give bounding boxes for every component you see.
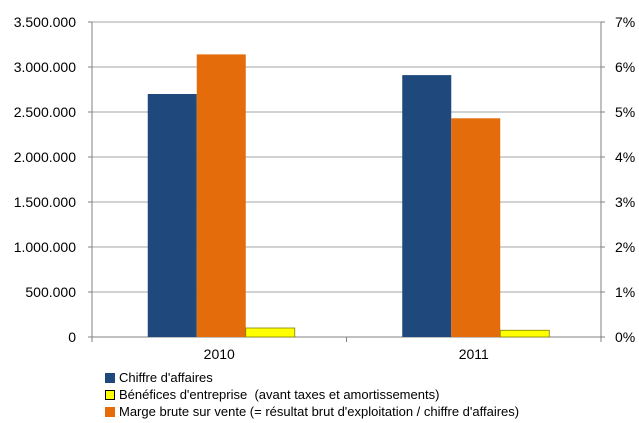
y-right-tick-label: 4% — [615, 149, 635, 165]
x-tick-label: 2010 — [204, 346, 235, 362]
y-right-tick-label: 5% — [615, 104, 635, 120]
bars — [147, 54, 550, 338]
bar-chiffre-affaires-2010 — [147, 94, 197, 337]
legend-swatch — [105, 372, 115, 383]
legend: Chiffre d'affaires Bénéfices d'entreprise… — [105, 369, 519, 420]
x-tick-label: 2011 — [459, 346, 489, 362]
y-left-tick-label: 3.000.000 — [14, 59, 76, 75]
y-right-tick-label: 7% — [615, 14, 635, 30]
y-left-tick-label: 3.500.000 — [14, 14, 76, 30]
y-left-tick-label: 500.000 — [25, 284, 76, 300]
y-right-tick-label: 6% — [615, 59, 635, 75]
y-right-tick-label: 1% — [615, 284, 635, 300]
legend-label: Bénéfices d'entreprise (avant taxes et a… — [119, 387, 440, 402]
tick-labels: 0 500.000 1.000.000 1.500.000 2.000.000 2.500… — [14, 14, 636, 362]
bar-marge-brute-2011 — [451, 118, 501, 337]
legend-swatch — [105, 389, 115, 400]
y-left-tick-label: 1.500.000 — [14, 194, 76, 210]
bar-benefices-2011 — [499, 329, 550, 338]
legend-item: Bénéfices d'entreprise (avant taxes et a… — [105, 386, 519, 403]
y-left-tick-label: 2.000.000 — [14, 149, 76, 165]
legend-label: Marge brute sur vente (= résultat brut d… — [119, 404, 520, 419]
bar-chiffre-affaires-2011 — [402, 75, 452, 337]
y-right-tick-label: 2% — [615, 239, 635, 255]
legend-label: Chiffre d'affaires — [119, 370, 213, 385]
y-right-tick-label: 3% — [615, 194, 635, 210]
y-left-tick-label: 1.000.000 — [14, 239, 76, 255]
bar-marge-brute-2010 — [196, 54, 246, 338]
legend-item: Chiffre d'affaires — [105, 369, 519, 386]
y-left-tick-label: 2.500.000 — [14, 104, 76, 120]
y-right-tick-label: 0% — [615, 329, 635, 345]
bar-benefices-2010 — [245, 327, 296, 338]
legend-swatch — [105, 406, 115, 417]
y-left-tick-label: 0 — [68, 329, 76, 345]
legend-item: Marge brute sur vente (= résultat brut d… — [105, 403, 519, 420]
